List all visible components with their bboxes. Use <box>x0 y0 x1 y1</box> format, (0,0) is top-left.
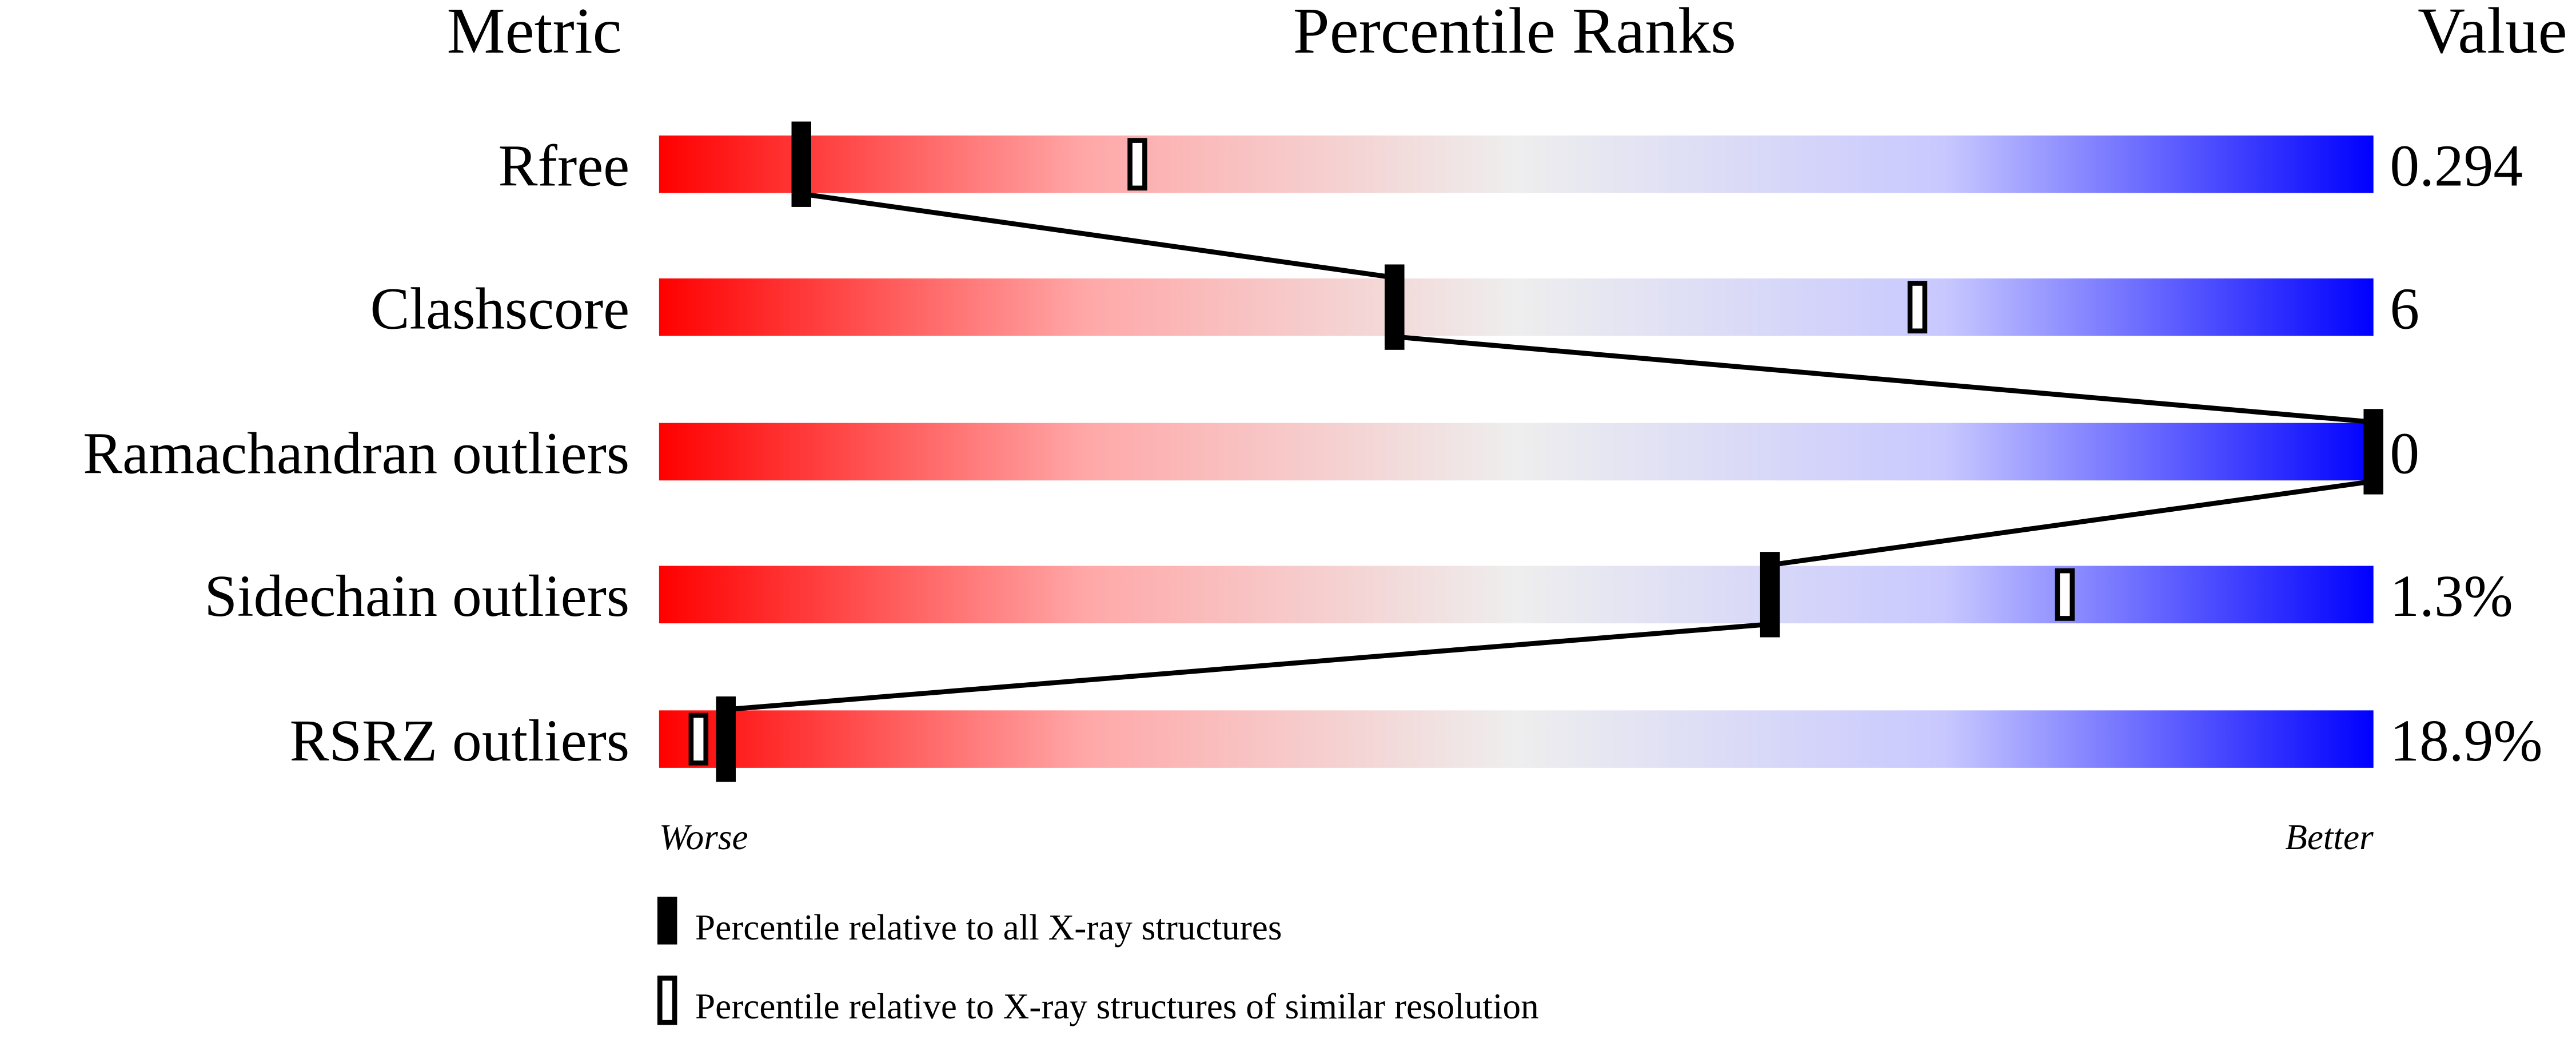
metric-value: 0 <box>2390 421 2419 486</box>
metric-label: Sidechain outliers <box>204 564 629 629</box>
header-percentile-ranks: Percentile Ranks <box>1293 0 1736 67</box>
similar-resolution-marker <box>1127 138 1147 191</box>
all-structures-marker <box>1385 264 1405 350</box>
all-structures-marker <box>716 696 736 782</box>
percentile-bar <box>659 135 2374 193</box>
header-metric: Metric <box>446 0 621 67</box>
percentile-bar <box>659 710 2374 768</box>
similar-resolution-marker <box>2055 568 2075 621</box>
legend-open-marker <box>657 976 677 1025</box>
similar-resolution-marker <box>1907 281 1928 334</box>
metric-label: RSRZ outliers <box>290 708 630 774</box>
metric-value: 6 <box>2390 276 2419 341</box>
legend-filled-marker <box>657 897 677 945</box>
connector-line <box>1769 479 2374 568</box>
metric-value: 0.294 <box>2390 134 2523 199</box>
metric-value: 1.3% <box>2390 564 2513 629</box>
percentile-bar <box>659 278 2374 336</box>
connector-line <box>801 191 1395 280</box>
metric-label: Clashscore <box>370 276 629 341</box>
legend-label-similar: Percentile relative to X-ray structures … <box>695 986 1539 1026</box>
metric-value: 18.9% <box>2390 708 2542 774</box>
legend-label-all: Percentile relative to all X-ray structu… <box>695 907 1282 948</box>
similar-resolution-marker <box>688 712 709 766</box>
worse-label: Worse <box>659 817 748 857</box>
better-label: Better <box>2285 817 2374 857</box>
percentile-bar <box>659 423 2374 481</box>
connector-line <box>1394 334 2374 425</box>
header-value: Value <box>2418 0 2567 67</box>
all-structures-marker <box>791 121 811 207</box>
connector-line <box>725 622 1770 712</box>
metric-label: Rfree <box>499 134 630 199</box>
metric-label: Ramachandran outliers <box>83 421 629 486</box>
all-structures-marker <box>2363 409 2383 495</box>
percentile-bar <box>659 566 2374 624</box>
all-structures-marker <box>1760 552 1780 638</box>
